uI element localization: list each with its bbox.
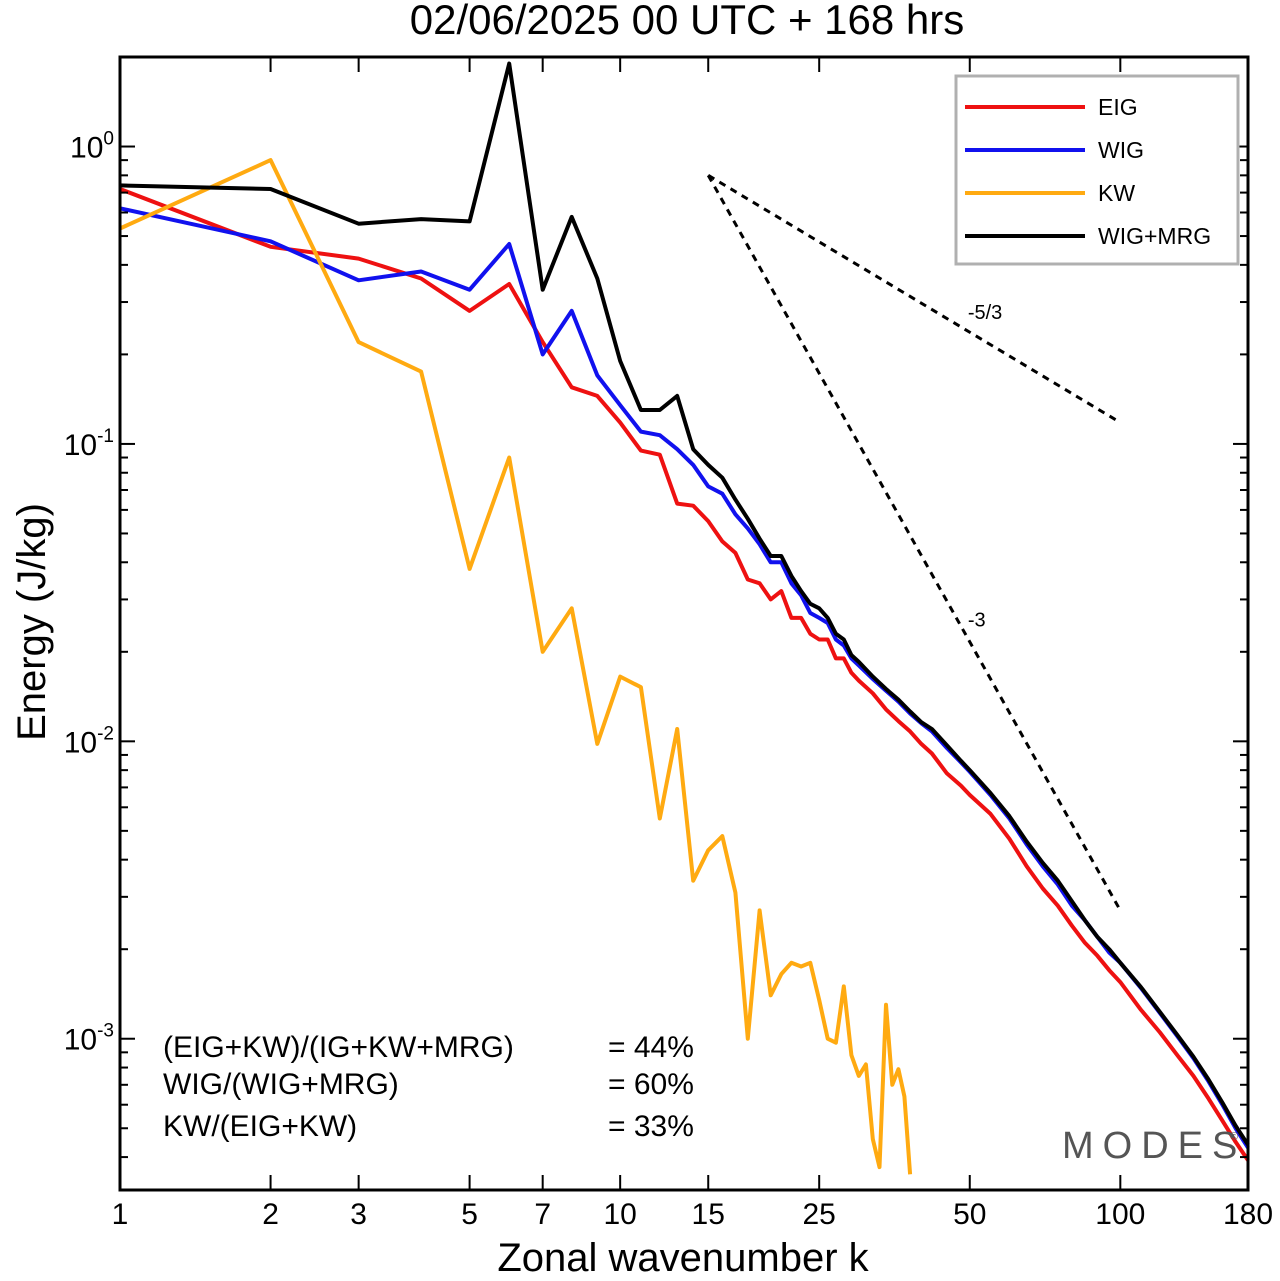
y-tick-label: 100 [70,129,114,165]
y-tick-base: 10 [64,726,97,759]
reference-slope-label: -5/3 [968,302,1002,324]
x-tick-label: 25 [803,1198,836,1231]
x-axis-label: Zonal wavenumber k [497,1236,869,1280]
stat-label-eig-kw: (EIG+KW)/(IG+KW+MRG) [163,1031,514,1064]
x-tick-label: 15 [692,1198,725,1231]
y-tick-exponent: -2 [97,723,114,744]
y-tick-exponent: -1 [97,426,114,447]
y-tick-label: 10-3 [64,1021,114,1057]
x-tick-label: 7 [534,1198,551,1231]
x-tick-label: 1 [112,1198,129,1231]
series-line-kw [119,158,913,1175]
series-line-wig-mrg [119,61,1250,1146]
reference-slope-label: -3 [968,609,986,631]
modes-watermark: MODES [1062,1125,1246,1167]
data-series [119,61,1250,1175]
y-tick-exponent: 0 [103,129,114,150]
chart-title: 02/06/2025 00 UTC + 168 hrs [410,0,965,43]
stat-value-kw: = 33% [608,1110,694,1143]
x-tick-label: 10 [603,1198,636,1231]
series-line-eig [119,187,1250,1162]
legend: EIG WIG KW WIG+MRG [954,74,1240,266]
legend-label-wig: WIG [1098,137,1144,163]
y-tick-label: 10-1 [64,426,114,462]
y-tick-exponent: -3 [97,1021,114,1042]
y-tick-label: 10-2 [64,723,114,759]
stat-label-wig: WIG/(WIG+MRG) [163,1068,399,1101]
y-axis-label: Energy (J/kg) [10,503,54,741]
legend-label-wig-mrg: WIG+MRG [1098,223,1211,249]
x-tick-label: 50 [953,1198,986,1231]
stats-block: (EIG+KW)/(IG+KW+MRG) = 44% WIG/(WIG+MRG)… [163,1031,694,1143]
reference-slopes: -5/3 -3 [706,174,1122,912]
x-tick-label: 100 [1095,1198,1145,1231]
x-tick-label: 2 [262,1198,279,1231]
watermark-copyright-mark: © [1230,1131,1238,1143]
reference-slope-line [706,174,1122,912]
x-tick-label: 180 [1223,1198,1273,1231]
x-tick-label: 3 [350,1198,367,1231]
legend-label-kw: KW [1098,180,1135,206]
legend-label-eig: EIG [1098,94,1138,120]
y-tick-base: 10 [64,429,97,462]
plot-area-frame [118,55,1250,1192]
legend-entries: EIG WIG KW WIG+MRG [965,94,1211,249]
y-tick-base: 10 [64,1024,97,1057]
x-tick-label: 5 [461,1198,478,1231]
y-tick-base: 10 [70,132,103,165]
stat-label-kw: KW/(EIG+KW) [163,1110,357,1143]
reference-slope-line [707,174,1122,424]
stat-value-eig-kw: = 44% [608,1031,694,1064]
stat-value-wig: = 60% [608,1068,694,1101]
